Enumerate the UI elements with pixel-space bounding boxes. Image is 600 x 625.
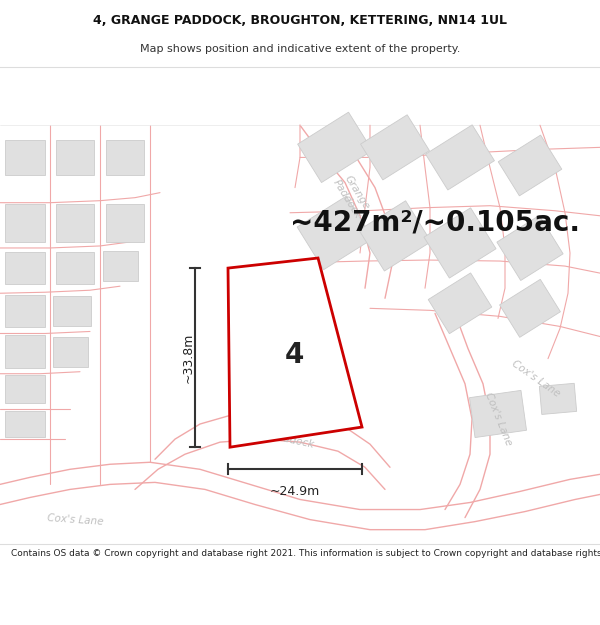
Text: ~33.8m: ~33.8m: [182, 332, 194, 383]
Bar: [500, 279, 560, 338]
Polygon shape: [228, 258, 362, 447]
Text: Grange
Paddock: Grange Paddock: [331, 171, 373, 220]
Bar: [53, 296, 91, 326]
Text: Contains OS data © Crown copyright and database right 2021. This information is : Contains OS data © Crown copyright and d…: [11, 549, 600, 558]
Bar: [428, 273, 492, 334]
Bar: [469, 391, 527, 438]
Bar: [5, 336, 45, 367]
Bar: [5, 252, 45, 284]
Bar: [361, 115, 430, 180]
Text: 4: 4: [285, 341, 304, 369]
Bar: [5, 375, 45, 403]
Bar: [425, 125, 494, 190]
Bar: [359, 201, 431, 271]
Text: Map shows position and indicative extent of the property.: Map shows position and indicative extent…: [140, 44, 460, 54]
Bar: [106, 140, 144, 175]
Text: ~24.9m: ~24.9m: [270, 486, 320, 498]
Bar: [56, 252, 94, 284]
Bar: [5, 204, 45, 242]
Bar: [5, 411, 45, 437]
Bar: [56, 204, 94, 242]
Bar: [5, 295, 45, 328]
Bar: [53, 336, 88, 367]
Polygon shape: [245, 316, 320, 409]
Text: 4, GRANGE PADDOCK, BROUGHTON, KETTERING, NN14 1UL: 4, GRANGE PADDOCK, BROUGHTON, KETTERING,…: [93, 14, 507, 26]
Bar: [539, 383, 577, 414]
Bar: [424, 208, 496, 278]
Text: Grange Paddock: Grange Paddock: [229, 422, 315, 450]
Bar: [297, 196, 373, 269]
Text: ~427m²/~0.105ac.: ~427m²/~0.105ac.: [290, 209, 580, 237]
Text: Cox's Lane: Cox's Lane: [510, 359, 562, 399]
Bar: [298, 112, 373, 182]
Bar: [5, 140, 45, 175]
Text: Cox's Lane: Cox's Lane: [483, 391, 513, 447]
Bar: [498, 135, 562, 196]
Bar: [497, 216, 563, 281]
Bar: [106, 204, 144, 242]
Text: Cox's Lane: Cox's Lane: [47, 512, 103, 526]
Bar: [103, 251, 137, 281]
Bar: [56, 140, 94, 175]
